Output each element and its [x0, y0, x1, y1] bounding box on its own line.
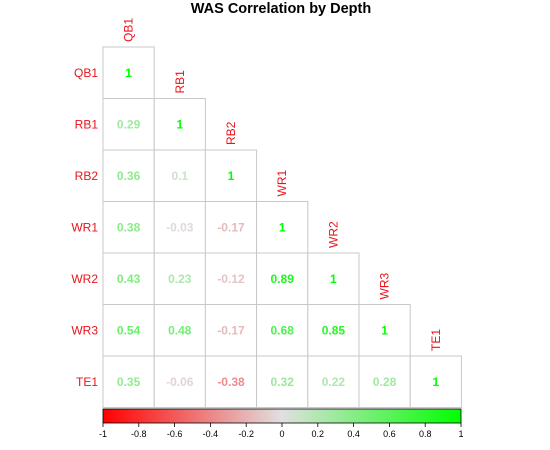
column-label-rb1: RB1	[173, 70, 187, 94]
value-label-wr2-rb2: -0.12	[217, 272, 245, 286]
colorbar-tick-label: 0	[279, 429, 284, 439]
value-label-te1-qb1: 0.35	[117, 375, 141, 389]
column-label-wr2: WR2	[326, 221, 340, 248]
value-label-rb2-rb1: 0.1	[171, 169, 188, 183]
chart-title: WAS Correlation by Depth	[191, 1, 371, 17]
row-label-wr2: WR2	[71, 272, 98, 286]
value-label-wr3-wr3: 1	[381, 323, 388, 337]
value-label-wr1-qb1: 0.38	[117, 220, 141, 234]
value-label-wr2-rb1: 0.23	[168, 272, 192, 286]
row-label-wr3: WR3	[71, 323, 98, 337]
column-label-wr1: WR1	[275, 170, 289, 197]
value-label-te1-wr3: 0.28	[373, 375, 397, 389]
colorbar-tick-label: 1	[458, 429, 463, 439]
colorbar-tick-label: -0.2	[238, 429, 254, 439]
value-label-rb1-rb1: 1	[176, 117, 183, 131]
row-label-te1: TE1	[76, 375, 98, 389]
value-label-wr3-wr1: 0.68	[271, 323, 295, 337]
value-label-wr3-rb2: -0.17	[217, 323, 245, 337]
value-label-wr1-wr1: 1	[279, 220, 286, 234]
value-label-wr3-qb1: 0.54	[117, 323, 141, 337]
value-label-wr2-qb1: 0.43	[117, 272, 141, 286]
column-label-te1: TE1	[429, 329, 443, 351]
value-label-wr1-rb2: -0.17	[217, 220, 245, 234]
row-label-rb2: RB2	[75, 169, 99, 183]
value-label-wr3-wr2: 0.85	[322, 323, 346, 337]
value-label-rb2-rb2: 1	[228, 169, 235, 183]
row-label-qb1: QB1	[74, 66, 98, 80]
colorbar-tick-label: 0.6	[383, 429, 396, 439]
value-label-qb1-qb1: 1	[125, 66, 132, 80]
colorbar-tick-label: -0.6	[167, 429, 183, 439]
colorbar-tick-label: 0.2	[312, 429, 325, 439]
column-label-wr3: WR3	[378, 273, 392, 300]
value-label-te1-rb1: -0.06	[166, 375, 194, 389]
row-label-wr1: WR1	[71, 220, 98, 234]
colorbar-tick-label: -0.4	[203, 429, 219, 439]
row-label-rb1: RB1	[75, 117, 99, 131]
correlation-grid: QB1 1 QB1 RB1 0.29 1 RB1 RB2 0.36 0.1 1 RB2 WR1 0.38 -…	[71, 18, 461, 408]
colorbar-tick-label: -0.8	[131, 429, 147, 439]
colorbar-tick-label: 0.4	[347, 429, 360, 439]
value-label-rb1-qb1: 0.29	[117, 117, 141, 131]
value-label-wr1-rb1: -0.03	[166, 220, 194, 234]
colorbar-gradient	[103, 409, 461, 423]
colorbar-tick-label: 0.8	[419, 429, 432, 439]
value-label-te1-te1: 1	[432, 375, 439, 389]
colorbar-tick-label: -1	[99, 429, 107, 439]
value-label-te1-wr1: 0.32	[271, 375, 295, 389]
value-label-wr3-rb1: 0.48	[168, 323, 192, 337]
value-label-te1-rb2: -0.38	[217, 375, 245, 389]
value-label-te1-wr2: 0.22	[322, 375, 346, 389]
column-label-rb2: RB2	[224, 121, 238, 145]
value-label-wr2-wr2: 1	[330, 272, 337, 286]
column-label-qb1: QB1	[122, 18, 136, 42]
value-label-rb2-qb1: 0.36	[117, 169, 141, 183]
colorbar: -1 -0.8 -0.6 -0.4 -0.2 0 0.2 0.4 0.6 0.8 1	[99, 409, 464, 439]
value-label-wr2-wr1: 0.89	[271, 272, 295, 286]
